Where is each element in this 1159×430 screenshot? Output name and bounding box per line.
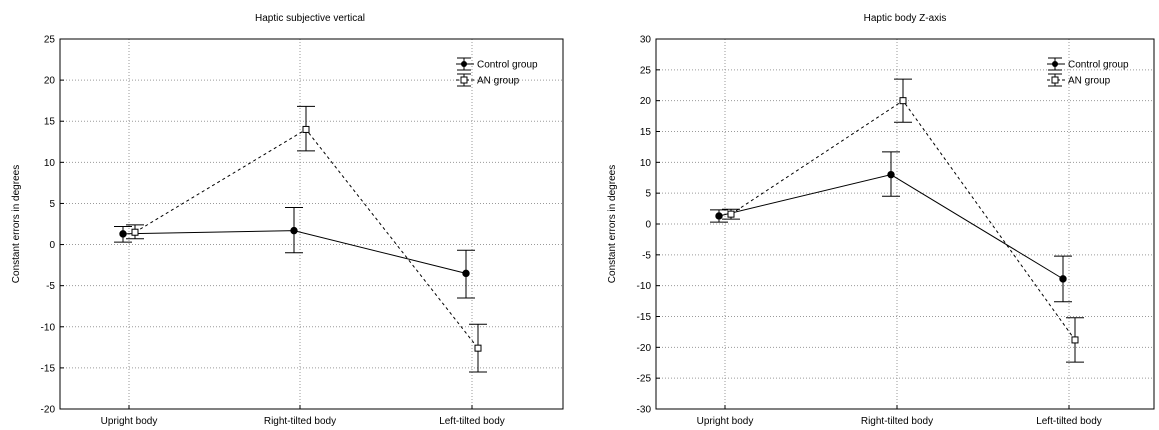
series-an-group bbox=[722, 78, 1084, 363]
y-tick-label: 20 bbox=[640, 96, 652, 107]
y-tick-label: 0 bbox=[645, 220, 651, 231]
data-point bbox=[462, 269, 470, 278]
x-tick-label: Upright body bbox=[101, 416, 158, 427]
data-point bbox=[119, 230, 127, 238]
data-point bbox=[474, 344, 482, 352]
legend-marker bbox=[461, 61, 467, 67]
y-tick-label: 15 bbox=[640, 127, 652, 138]
legend-marker bbox=[1051, 76, 1059, 84]
y-tick-label: -5 bbox=[642, 250, 651, 261]
chart-2: Haptic body Z-axis Constant errors in deg… bbox=[607, 13, 1155, 427]
y-tick-label: 20 bbox=[44, 76, 56, 87]
y-tick-label: 30 bbox=[640, 35, 652, 46]
series-control-group bbox=[710, 151, 1072, 303]
y-tick-label: -10 bbox=[41, 322, 56, 333]
legend: Control group AN group bbox=[456, 57, 538, 87]
plot-frame bbox=[655, 38, 1155, 410]
data-point bbox=[887, 170, 895, 179]
y-tick-label: 10 bbox=[640, 158, 652, 169]
y-tick-label: -25 bbox=[637, 374, 652, 385]
legend-label: Control group bbox=[477, 60, 538, 71]
data-point bbox=[727, 210, 735, 218]
y-tick-label: -20 bbox=[41, 405, 56, 416]
legend-marker bbox=[460, 76, 468, 84]
y-axis-label: Constant errors in degrees bbox=[607, 165, 618, 283]
x-tick-label: Upright body bbox=[697, 416, 754, 427]
legend: Control group AN group bbox=[1047, 57, 1129, 87]
data-point bbox=[1071, 336, 1079, 344]
y-tick-label: -30 bbox=[637, 405, 652, 416]
chart-title: Haptic subjective vertical bbox=[255, 13, 365, 24]
y-tick-label: -20 bbox=[637, 343, 652, 354]
series-control-group bbox=[114, 207, 475, 299]
y-tick-label: 5 bbox=[645, 189, 651, 200]
y-tick-label: -5 bbox=[46, 281, 55, 292]
y-tick-label: -15 bbox=[41, 363, 56, 374]
y-tick-label: -15 bbox=[637, 312, 652, 323]
y-tick-label: 15 bbox=[44, 117, 56, 128]
y-tick-label: 0 bbox=[49, 240, 55, 251]
legend-label: AN group bbox=[477, 76, 520, 87]
y-axis-label: Constant errors in degrees bbox=[11, 165, 22, 283]
data-point bbox=[715, 212, 723, 220]
plot-frame bbox=[59, 38, 564, 410]
chart-1: Haptic subjective vertical Constant error… bbox=[11, 13, 564, 427]
data-point bbox=[290, 226, 298, 235]
legend-marker bbox=[1052, 61, 1058, 67]
legend-label: Control group bbox=[1068, 60, 1129, 71]
y-tick-label: 10 bbox=[44, 158, 56, 169]
y-tick-label: -10 bbox=[637, 281, 652, 292]
y-tick-label: 5 bbox=[49, 199, 55, 210]
series-an-group bbox=[126, 105, 487, 373]
x-tick-label: Left-tilted body bbox=[1036, 416, 1102, 427]
x-tick-label: Right-tilted body bbox=[861, 416, 933, 427]
series-line bbox=[730, 99, 1076, 341]
data-point bbox=[1059, 275, 1067, 283]
x-tick-label: Left-tilted body bbox=[439, 416, 505, 427]
data-point bbox=[302, 125, 310, 133]
data-point bbox=[131, 228, 139, 236]
data-point bbox=[899, 97, 907, 105]
legend-label: AN group bbox=[1068, 76, 1111, 87]
y-tick-label: 25 bbox=[640, 65, 652, 76]
chart-title: Haptic body Z-axis bbox=[864, 13, 947, 24]
x-tick-label: Right-tilted body bbox=[264, 416, 336, 427]
y-tick-label: 25 bbox=[44, 35, 56, 46]
